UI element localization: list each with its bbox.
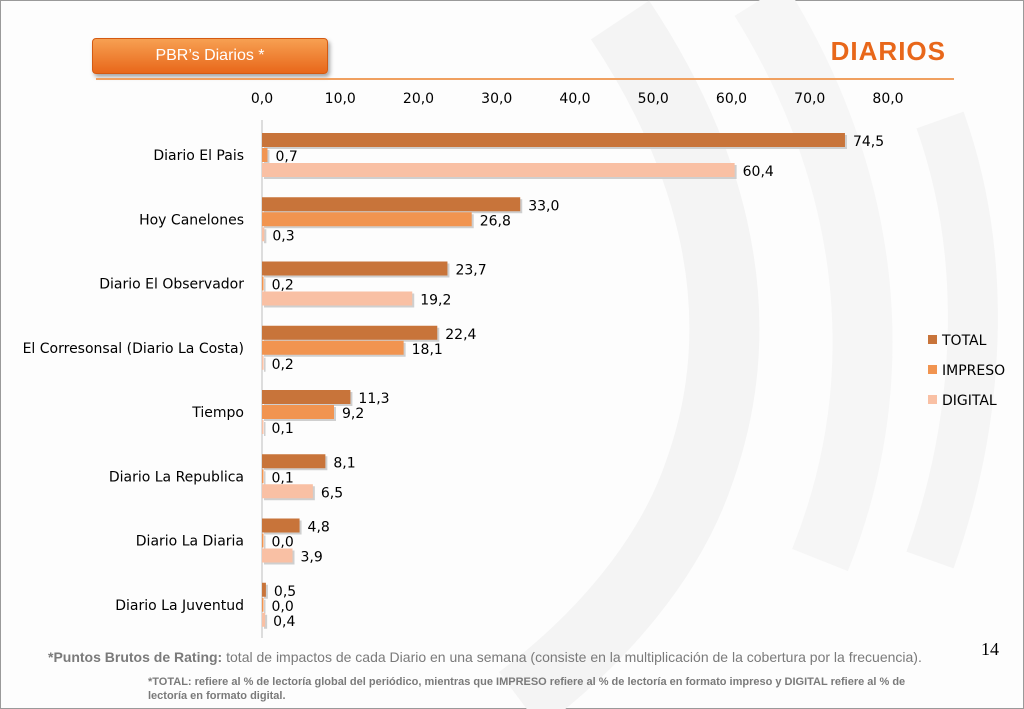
bar-digital xyxy=(262,291,413,306)
bar-digital xyxy=(262,612,266,627)
bar-shadow xyxy=(264,614,268,629)
bar-impreso xyxy=(262,533,264,548)
section-tag: PBR’s Diarios * xyxy=(92,38,328,74)
page-title: DIARIOS xyxy=(830,36,946,66)
bar-total xyxy=(262,454,326,469)
x-tick-label: 30,0 xyxy=(481,91,512,107)
data-label: 4,8 xyxy=(308,520,330,536)
legend-swatch-total xyxy=(928,335,937,344)
footnote-note: *TOTAL: refiere al % de lectoría global … xyxy=(148,676,906,702)
x-tick-label: 60,0 xyxy=(716,91,747,107)
bar-total xyxy=(262,582,266,597)
bar-shadow xyxy=(264,471,266,486)
bar-total xyxy=(262,133,845,147)
data-label: 33,0 xyxy=(528,198,559,214)
bar-digital xyxy=(262,548,293,563)
bar-digital xyxy=(262,484,313,499)
data-label: 26,8 xyxy=(480,213,511,229)
bar-shadow xyxy=(264,229,267,244)
legend-label: DIGITAL xyxy=(942,393,997,409)
bar-impreso xyxy=(262,405,334,419)
bar-shadow xyxy=(264,278,266,293)
data-label: 0,5 xyxy=(274,584,296,600)
data-label: 22,4 xyxy=(445,327,476,343)
data-label: 19,2 xyxy=(420,293,451,309)
footnote-lead: *Puntos Brutos de Rating: xyxy=(48,649,223,665)
data-label: 3,9 xyxy=(301,550,323,566)
data-label: 0,1 xyxy=(272,421,294,437)
category-label: Hoy Canelones xyxy=(139,212,244,228)
page-number: 14 xyxy=(981,639,999,659)
bar-total xyxy=(262,261,448,276)
category-label: Diario El Observador xyxy=(99,277,244,293)
data-label: 18,1 xyxy=(412,342,443,358)
x-tick-label: 20,0 xyxy=(403,91,434,107)
legend-label: IMPRESO xyxy=(942,363,1005,379)
x-tick-label: 50,0 xyxy=(638,91,669,107)
bar-impreso xyxy=(262,276,264,291)
data-label: 0,0 xyxy=(272,599,294,615)
bar-total xyxy=(262,197,521,212)
category-label: Diario La Diaria xyxy=(136,534,244,550)
bar-impreso xyxy=(262,148,268,162)
data-label: 6,5 xyxy=(321,485,343,501)
x-tick-label: 0,0 xyxy=(251,91,273,107)
title-divider xyxy=(96,78,954,80)
legend-swatch-impreso xyxy=(928,365,937,374)
data-label: 0,2 xyxy=(272,357,294,373)
legend-swatch-digital xyxy=(928,395,937,404)
bar-digital xyxy=(262,163,735,177)
bar-total xyxy=(262,325,438,340)
x-tick-label: 40,0 xyxy=(559,91,590,107)
bar-impreso xyxy=(262,340,404,355)
bar-shadow xyxy=(264,599,266,614)
x-tick-label: 10,0 xyxy=(325,91,356,107)
data-label: 0,7 xyxy=(275,149,297,165)
footnote: *Puntos Brutos de Rating: total de impac… xyxy=(48,649,953,666)
category-label: Diario El Pais xyxy=(153,148,244,164)
bar-shadow xyxy=(264,422,266,436)
bar-impreso xyxy=(262,469,264,484)
data-label: 11,3 xyxy=(358,391,389,407)
bar-total xyxy=(262,390,351,404)
category-label: Tiempo xyxy=(191,405,244,421)
bar-digital xyxy=(262,420,264,434)
data-label: 74,5 xyxy=(853,134,884,150)
footnote-text: total de impactos de cada Diario en una … xyxy=(222,649,922,665)
data-label: 8,1 xyxy=(333,455,355,471)
bar-shadow xyxy=(264,357,266,372)
x-tick-label: 70,0 xyxy=(794,91,825,107)
legend-label: TOTAL xyxy=(941,333,987,349)
category-label: Diario La Republica xyxy=(109,469,244,485)
bar-impreso xyxy=(262,212,472,227)
bar-digital xyxy=(262,227,265,242)
data-label: 23,7 xyxy=(455,263,486,279)
data-label: 0,2 xyxy=(272,278,294,294)
data-label: 0,1 xyxy=(272,470,294,486)
bar-total xyxy=(262,518,300,533)
data-label: 60,4 xyxy=(743,164,774,180)
data-label: 9,2 xyxy=(342,406,364,422)
bar-impreso xyxy=(262,597,264,612)
data-label: 0,0 xyxy=(272,535,294,551)
category-label: Diario La Juventud xyxy=(115,598,244,614)
data-label: 0,3 xyxy=(272,228,294,244)
bar-shadow xyxy=(264,584,268,599)
bar-shadow xyxy=(264,535,266,550)
x-tick-label: 80,0 xyxy=(872,91,903,107)
data-label: 0,4 xyxy=(273,614,295,630)
bar-digital xyxy=(262,355,264,370)
category-label: El Corresonsal (Diario La Costa) xyxy=(23,341,244,357)
